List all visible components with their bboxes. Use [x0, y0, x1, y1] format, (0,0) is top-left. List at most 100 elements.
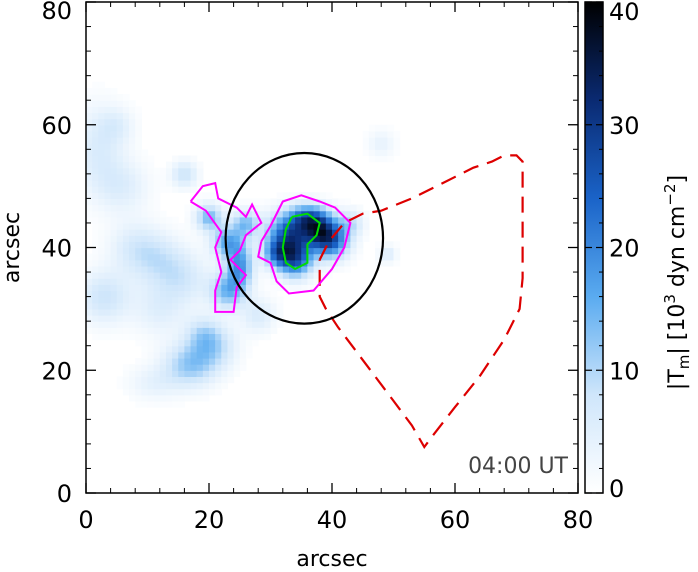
heatmap-cell — [104, 94, 112, 101]
heatmap-cell — [110, 284, 118, 292]
heatmap-cell — [307, 247, 315, 255]
heatmap-cell — [110, 118, 118, 126]
heatmap-cell — [393, 143, 401, 150]
heatmap-cell — [258, 284, 265, 292]
heatmap-cell — [153, 253, 161, 261]
heatmap-cell — [190, 357, 198, 365]
heatmap-cell — [165, 308, 173, 316]
heatmap-cell — [258, 229, 265, 236]
heatmap-cell — [129, 370, 136, 377]
heatmap-cell — [190, 345, 198, 353]
colorbar-tick-label: 40 — [609, 0, 640, 26]
heatmap-cell — [233, 259, 241, 267]
heatmap-cell — [325, 241, 333, 249]
heatmap-cell — [129, 149, 136, 157]
heatmap-cell — [338, 241, 345, 249]
heatmap-cell — [104, 173, 112, 181]
axes: 0 20 40 60 80 0 20 40 60 80 — [41, 0, 593, 534]
heatmap-cell — [221, 229, 229, 236]
heatmap-cell — [362, 149, 370, 157]
heatmap-cell — [209, 370, 216, 377]
heatmap-cell — [338, 229, 345, 236]
heatmap-cell — [239, 357, 247, 365]
heatmap-cell — [159, 302, 167, 310]
heatmap-cell — [98, 198, 106, 206]
heatmap-cell — [221, 216, 229, 224]
heatmap-cell — [159, 376, 167, 384]
heatmap-cell — [196, 265, 204, 273]
heatmap-cell — [135, 229, 142, 236]
heatmap-cell — [86, 327, 93, 335]
heatmap-cell — [196, 357, 204, 365]
heatmap-cell — [215, 370, 222, 377]
heatmap-cell — [184, 351, 192, 359]
heatmap-cell — [233, 357, 241, 365]
heatmap-cell — [159, 333, 167, 341]
heatmap-cell — [110, 179, 118, 187]
heatmap-cell — [86, 100, 93, 107]
heatmap-cell — [92, 155, 99, 163]
heatmap-cell — [362, 143, 370, 150]
heatmap-cell — [172, 272, 179, 279]
heatmap-cell — [221, 327, 229, 335]
heatmap-cell — [141, 210, 149, 218]
heatmap-cell — [332, 247, 339, 255]
heatmap-cell — [110, 149, 118, 157]
heatmap-cell — [209, 333, 216, 341]
heatmap-cell — [110, 222, 118, 230]
heatmap-cell — [202, 315, 210, 322]
heatmap-cell — [178, 327, 185, 335]
heatmap-cell — [209, 241, 216, 249]
heatmap-cell — [92, 290, 99, 298]
heatmap-cell — [319, 216, 327, 224]
heatmap-cell — [252, 327, 259, 335]
heatmap-cell — [110, 272, 118, 279]
heatmap-cell — [86, 315, 93, 322]
heatmap-cell — [239, 308, 247, 316]
heatmap-cell — [98, 149, 106, 157]
heatmap-cell — [202, 272, 210, 279]
heatmap-cell — [215, 345, 222, 353]
heatmap-cell — [245, 333, 253, 341]
heatmap-cell — [270, 253, 278, 261]
heatmap-cell — [227, 321, 235, 328]
heatmap-cell — [190, 370, 198, 377]
heatmap-cell — [141, 388, 149, 396]
heatmap-cell — [233, 321, 241, 328]
heatmap-cell — [135, 198, 142, 206]
heatmap-cell — [381, 247, 388, 255]
heatmap-cell — [325, 216, 333, 224]
heatmap-cell — [147, 345, 155, 353]
heatmap-cell — [215, 247, 222, 255]
heatmap-cell — [135, 394, 142, 402]
heatmap-cell — [215, 290, 222, 298]
heatmap-cell — [239, 296, 247, 304]
heatmap-cell — [202, 284, 210, 292]
heatmap-cell — [141, 321, 149, 328]
heatmap-cell — [159, 278, 167, 285]
heatmap-cell — [116, 247, 124, 255]
heatmap-cell — [165, 179, 173, 187]
heatmap-cell — [184, 290, 192, 298]
heatmap-cell — [110, 186, 118, 193]
heatmap-cell — [141, 253, 149, 261]
heatmap-cell — [221, 345, 229, 353]
heatmap-cell — [252, 247, 259, 255]
heatmap-cell — [122, 229, 130, 236]
heatmap-cell — [362, 222, 370, 230]
heatmap-cell — [98, 315, 106, 322]
heatmap-cell — [147, 302, 155, 310]
heatmap-cell — [92, 278, 99, 285]
heatmap-cell — [86, 130, 93, 138]
heatmap-cell — [86, 118, 93, 126]
heatmap-cell — [227, 210, 235, 218]
heatmap-cell — [98, 222, 106, 230]
heatmap-cell — [288, 222, 296, 230]
heatmap-cell — [338, 204, 345, 212]
heatmap-cell — [264, 265, 272, 273]
heatmap-cell — [86, 253, 93, 261]
heatmap-cell — [172, 376, 179, 384]
heatmap-cell — [116, 265, 124, 273]
heatmap-cell — [202, 351, 210, 359]
heatmap-cell — [159, 308, 167, 316]
